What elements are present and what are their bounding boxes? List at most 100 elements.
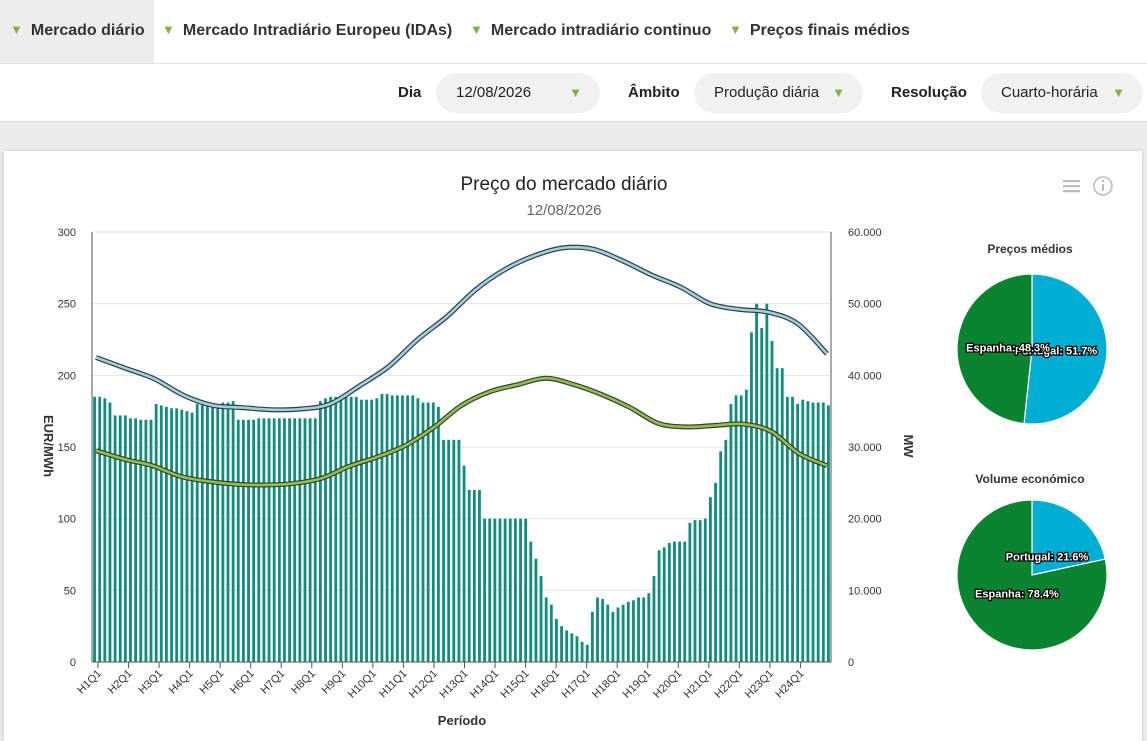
price-bar <box>103 398 107 662</box>
price-bar <box>483 518 487 662</box>
price-bar <box>154 404 158 662</box>
pie-slice <box>1031 499 1107 576</box>
y-tick-right: 0 <box>848 657 854 669</box>
x-tick-label: H13Q1 <box>437 668 470 701</box>
y-tick-left: 250 <box>58 299 76 311</box>
resolution-value: Cuarto-horária <box>1001 84 1098 101</box>
price-bar <box>519 518 522 662</box>
price-bar <box>236 419 240 662</box>
price-bar <box>370 399 374 662</box>
price-bar <box>226 402 230 662</box>
price-bar <box>534 558 538 662</box>
info-icon[interactable] <box>1093 176 1113 196</box>
day-label: Dia <box>398 84 422 101</box>
price-bar <box>324 398 327 662</box>
price-bar <box>765 303 769 662</box>
price-bar <box>821 402 825 662</box>
pie-label: Espanha: 78.4% <box>975 589 1059 601</box>
price-bar <box>590 611 594 662</box>
price-bar <box>693 520 697 662</box>
price-bar <box>247 419 250 662</box>
price-bar <box>380 393 384 662</box>
pie-slice <box>956 499 1108 651</box>
price-bar <box>303 418 307 662</box>
price-bar <box>606 604 610 662</box>
tab-mercado-diario[interactable]: ▼ Mercado diário <box>0 0 154 63</box>
x-tick-label: H20Q1 <box>651 668 684 701</box>
price-bar <box>431 402 435 662</box>
tab-mercado-intradiario-europeu[interactable]: ▼ Mercado Intradiário Europeu (IDAs) <box>162 0 452 63</box>
x-axis-label: Período <box>438 713 486 728</box>
price-bar <box>293 418 297 662</box>
price-bar <box>596 597 599 662</box>
menu-icon[interactable] <box>1063 180 1080 193</box>
market-tabs: ▼ Mercado diário ▼ Mercado Intradiário Eur… <box>0 0 1147 64</box>
triangle-down-icon: ▼ <box>832 85 845 100</box>
price-bar <box>318 401 322 662</box>
price-bar <box>524 518 528 662</box>
price-bar <box>575 636 579 662</box>
price-bar <box>708 497 712 662</box>
x-tick-label: H4Q1 <box>167 668 196 697</box>
price-bar <box>442 439 445 662</box>
price-bar <box>724 439 728 662</box>
price-bar <box>719 451 723 662</box>
price-bar <box>683 541 687 662</box>
price-bar <box>827 405 830 662</box>
price-bar <box>159 405 163 662</box>
price-bar <box>560 626 563 662</box>
x-tick-label: H19Q1 <box>621 668 654 701</box>
x-tick-label: H1Q1 <box>75 668 104 697</box>
price-bar <box>129 418 132 662</box>
lines <box>95 244 829 488</box>
x-tick-label: H6Q1 <box>228 668 257 697</box>
price-bar <box>688 522 692 662</box>
pie1-title: Preços médios <box>987 242 1073 256</box>
price-bar <box>108 402 112 662</box>
y-tick-left: 0 <box>70 657 76 669</box>
price-bar <box>488 518 492 662</box>
price-bar <box>149 419 153 662</box>
price-bar <box>123 415 127 662</box>
triangle-down-icon: ▼ <box>729 22 742 37</box>
triangle-down-icon: ▼ <box>470 22 483 37</box>
tab-label: Mercado diário <box>30 22 145 39</box>
price-bar <box>395 395 399 662</box>
price-bar <box>360 399 363 662</box>
price-bar <box>170 408 173 662</box>
series-line <box>95 245 828 412</box>
price-bar <box>262 418 266 662</box>
price-bar <box>436 406 440 662</box>
price-bar <box>570 633 574 662</box>
day-select[interactable]: 12/08/2026 ▼ <box>436 73 600 113</box>
pie2-title: Volume económico <box>975 472 1084 486</box>
scope-select[interactable]: Produção diária ▼ <box>694 73 863 113</box>
y-tick-right: 20.000 <box>848 514 882 526</box>
x-tick-label: H12Q1 <box>407 668 440 701</box>
price-bar <box>329 396 333 662</box>
scope-value: Produção diária <box>714 84 820 101</box>
triangle-down-icon: ▼ <box>569 85 582 100</box>
x-tick-label: H14Q1 <box>468 668 501 701</box>
price-bar <box>385 393 389 662</box>
y-tick-left: 50 <box>64 585 76 597</box>
resolution-select[interactable]: Cuarto-horária ▼ <box>981 73 1143 113</box>
price-bar <box>190 412 194 662</box>
chart-title: Preço do mercado diário <box>461 174 668 195</box>
price-bar <box>667 543 671 662</box>
price-bar <box>801 399 805 662</box>
price-bar <box>180 409 184 662</box>
price-bar <box>703 518 707 662</box>
y-tick-right: 40.000 <box>848 370 882 382</box>
price-bar <box>113 415 117 662</box>
price-bar <box>283 418 286 662</box>
price-bar <box>349 396 353 662</box>
tab-precos-finais-medios[interactable]: ▼ Preços finais médios <box>729 0 910 63</box>
series-line <box>95 376 828 487</box>
chart-svg: Preço do mercado diário 12/08/2026 0 0 50 1… <box>41 174 1113 728</box>
price-bar <box>457 439 461 662</box>
price-bar <box>796 404 800 662</box>
series-line-outline <box>95 244 829 413</box>
price-bar <box>565 630 569 662</box>
tab-mercado-intradiario-continuo[interactable]: ▼ Mercado intradiário continuo <box>470 0 711 63</box>
